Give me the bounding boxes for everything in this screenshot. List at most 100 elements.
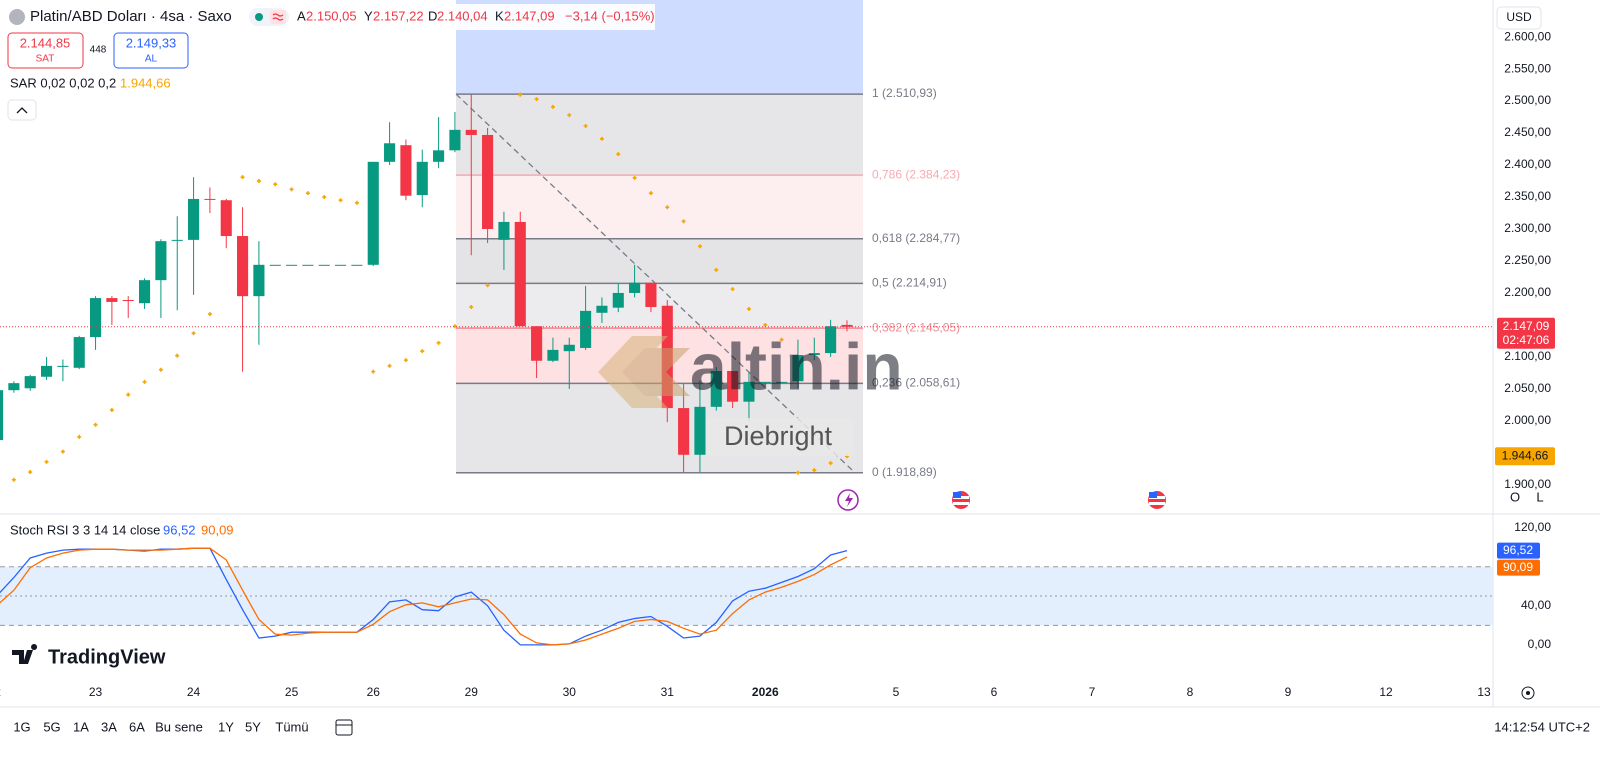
range-button[interactable]: 5Y: [245, 719, 261, 734]
y-tick-label: 2.500,00: [1504, 93, 1551, 107]
collapse-icon: [16, 107, 28, 114]
sar-dot: [142, 379, 147, 384]
sar-dot: [518, 92, 523, 97]
last-price-box: [1497, 317, 1555, 349]
sar-dot: [93, 422, 98, 427]
sar-dot: [11, 477, 16, 482]
candle-body: [351, 264, 363, 266]
ohlc-key: D: [428, 8, 437, 23]
y-tick-label: 2.050,00: [1504, 381, 1551, 395]
event-flag: [953, 492, 961, 498]
candle-body: [580, 310, 592, 348]
stoch-value-box: [1497, 559, 1540, 576]
y-tick-label: 2.550,00: [1504, 61, 1551, 75]
sar-dot: [599, 136, 604, 141]
stoch-line: [0, 547, 848, 646]
scale-button[interactable]: L: [1536, 489, 1543, 504]
candle-body: [269, 264, 281, 266]
delay-icon: [272, 13, 284, 21]
settings-icon: [1526, 691, 1530, 695]
sell-price: 2.144,85: [20, 35, 71, 50]
range-button[interactable]: Bu sene: [155, 719, 203, 734]
candle-body: [90, 298, 102, 338]
sar-dot: [305, 191, 310, 196]
y-tick-label: 40,00: [1521, 598, 1551, 612]
sar-price-box: [1495, 447, 1555, 466]
y-tick-label: 2.450,00: [1504, 125, 1551, 139]
candle-body: [253, 264, 265, 297]
sar-dot: [534, 97, 539, 102]
candle-body: [678, 408, 690, 455]
candle-body: [596, 305, 608, 313]
sar-dot: [371, 369, 376, 374]
candle-body: [449, 129, 461, 151]
watermark-site: altin.in: [690, 329, 903, 403]
settings-icon[interactable]: [1521, 686, 1535, 700]
range-button[interactable]: 1A: [73, 719, 89, 734]
sar-dot: [28, 470, 33, 475]
scale-button[interactable]: O: [1510, 489, 1520, 504]
event-icon: [845, 493, 853, 507]
candle-body: [57, 365, 69, 367]
buy-label: AL: [145, 54, 158, 65]
candle-body: [384, 143, 396, 162]
stoch-line: [0, 547, 848, 646]
ohlc-value: 2.157,22: [373, 8, 424, 23]
sar-dot: [779, 337, 784, 342]
sar-dot: [730, 287, 735, 292]
collapse-button[interactable]: [7, 99, 37, 121]
event-flag: [1149, 492, 1157, 498]
y-tick-label: 2.200,00: [1504, 285, 1551, 299]
candle-body: [759, 381, 771, 383]
fib-label: 0 (1.918,89): [872, 465, 937, 479]
candle-body: [367, 161, 379, 265]
stoch-k-value: 96,52: [163, 522, 196, 537]
range-button[interactable]: 1G: [13, 719, 30, 734]
calendar-icon[interactable]: [335, 719, 353, 736]
candle-body: [106, 298, 118, 302]
symbol-icon: [9, 9, 25, 25]
y-tick-label: 2.350,00: [1504, 189, 1551, 203]
sar-dot: [109, 408, 114, 413]
candle-body: [563, 344, 575, 352]
buy-button[interactable]: [113, 32, 189, 69]
fib-label: 0,618 (2.284,77): [872, 231, 960, 245]
candle-body: [792, 355, 804, 382]
candle-body: [416, 161, 428, 196]
x-tick-label: 2026: [752, 685, 779, 699]
sar-dot: [648, 191, 653, 196]
brand-name[interactable]: TradingView: [48, 646, 166, 668]
candle-body: [547, 349, 559, 361]
event-flag: [953, 502, 969, 505]
range-button[interactable]: 1Y: [218, 719, 234, 734]
sar-dot: [665, 205, 670, 210]
sar-price-label: 1.944,66: [1502, 448, 1549, 462]
range-button[interactable]: 5G: [43, 719, 60, 734]
countdown-label: 02:47:06: [1503, 333, 1550, 347]
x-tick-label: 12: [1379, 685, 1393, 699]
clock[interactable]: 14:12:54 UTC+2: [1494, 719, 1590, 734]
sar-legend[interactable]: SAR 0,02 0,02 0,2: [10, 75, 116, 90]
candle-body: [155, 241, 167, 281]
fib-label: 0,236 (2.058,61): [872, 376, 960, 390]
sell-button[interactable]: [7, 32, 84, 69]
sar-dot: [485, 283, 490, 288]
stoch-legend[interactable]: Stoch RSI 3 3 14 14 close: [10, 522, 160, 537]
fib-label: 0,786 (2.384,23): [872, 167, 960, 181]
candle-body: [335, 264, 347, 266]
y-tick-label: 2.400,00: [1504, 157, 1551, 171]
symbol-title[interactable]: Platin/ABD Doları · 4sa · Saxo: [30, 8, 232, 25]
range-button[interactable]: Tümü: [275, 719, 308, 734]
stoch-pane: [0, 547, 1493, 646]
candle-body: [531, 326, 543, 361]
fib-label: 0,5 (2.214,91): [872, 276, 947, 290]
author-box: [707, 418, 853, 456]
candle-body: [645, 282, 657, 308]
sar-dot: [126, 392, 131, 397]
stoch-value-box: [1497, 542, 1540, 559]
currency-button[interactable]: [1496, 6, 1542, 30]
candle-body: [188, 198, 200, 240]
range-button[interactable]: 6A: [129, 719, 145, 734]
watermark: altin.in: [598, 329, 903, 408]
range-button[interactable]: 3A: [101, 719, 117, 734]
